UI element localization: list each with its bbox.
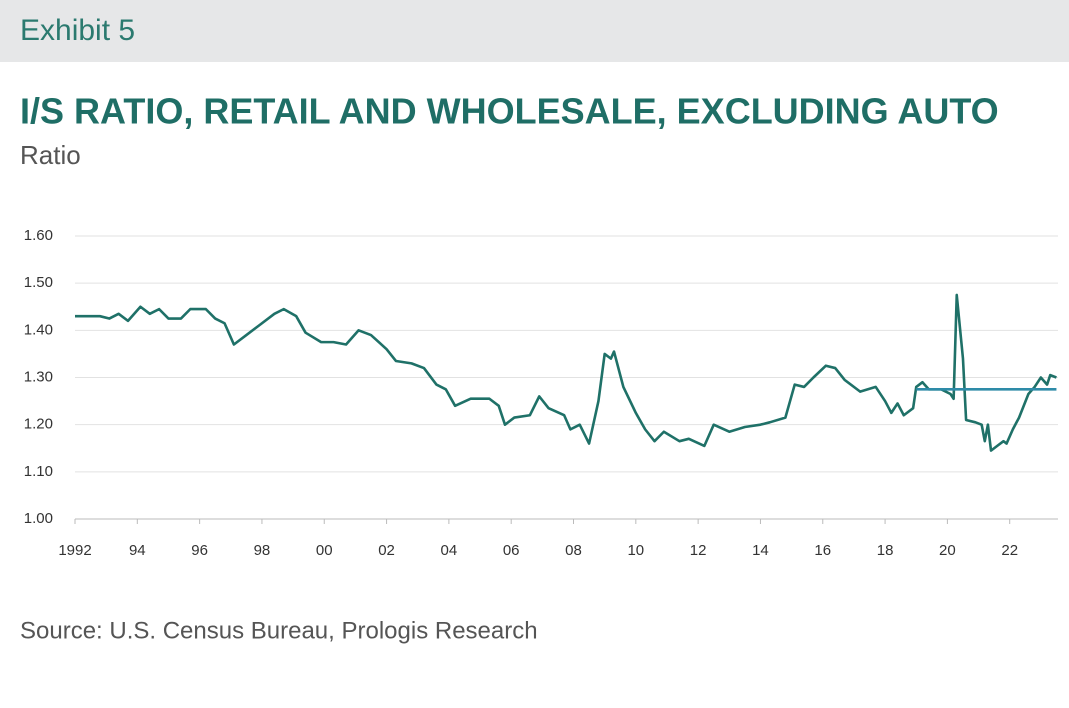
y-tick-label: 1.10 <box>24 463 53 480</box>
x-tick-label: 96 <box>191 542 208 559</box>
x-tick-label: 1992 <box>58 542 91 559</box>
x-tick-label: 18 <box>877 542 894 559</box>
x-tick-label: 16 <box>814 542 831 559</box>
x-tick-label: 12 <box>690 542 707 559</box>
source-note: Source: U.S. Census Bureau, Prologis Res… <box>20 617 538 644</box>
x-tick-label: 22 <box>1001 542 1018 559</box>
y-tick-label: 1.50 <box>24 274 53 291</box>
data-line <box>75 293 1057 452</box>
y-tick-label: 1.30 <box>24 368 53 385</box>
x-tick-label: 14 <box>752 542 769 559</box>
y-tick-label: 1.60 <box>24 227 53 244</box>
chart-title: I/S RATIO, RETAIL AND WHOLESALE, EXCLUDI… <box>20 91 999 132</box>
x-tick-label: 00 <box>316 542 333 559</box>
x-tick-label: 06 <box>503 542 520 559</box>
x-tick-label: 98 <box>254 542 271 559</box>
y-tick-label: 1.00 <box>24 510 53 527</box>
exhibit-label: Exhibit 5 <box>20 14 135 47</box>
x-tick-label: 08 <box>565 542 582 559</box>
y-tick-label: 1.20 <box>24 416 53 433</box>
x-tick-label: 20 <box>939 542 956 559</box>
x-tick-label: 02 <box>378 542 395 559</box>
x-tick-label: 10 <box>627 542 644 559</box>
x-tick-label: 04 <box>441 542 458 559</box>
header-bar <box>0 0 1069 62</box>
y-tick-label: 1.40 <box>24 321 53 338</box>
x-tick-label: 94 <box>129 542 146 559</box>
chart-subtitle: Ratio <box>20 140 81 170</box>
